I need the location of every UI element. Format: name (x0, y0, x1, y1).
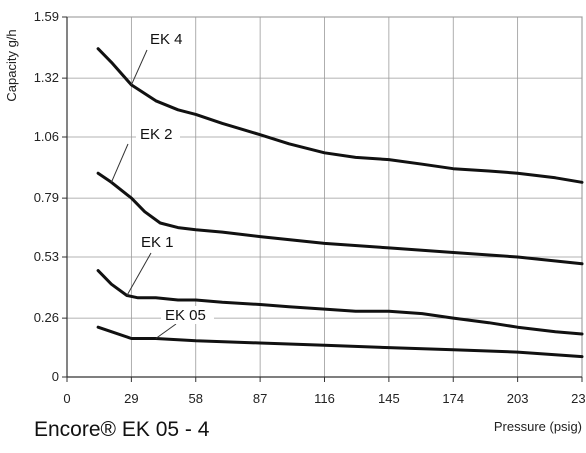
x-axis-title: Pressure (psig) (494, 419, 582, 434)
series-label-background (136, 125, 180, 143)
series-line (96, 325, 584, 359)
y-tick-label: 1.06 (34, 129, 59, 144)
series-leader-line (110, 143, 129, 183)
series-label-background (137, 233, 181, 251)
x-tick-label: 116 (314, 391, 335, 406)
y-tick-label: 0.26 (34, 310, 59, 325)
series-line (96, 269, 584, 336)
series-label: EK 2 (140, 126, 173, 143)
x-tick-label: 0 (63, 391, 70, 406)
y-tick-label: 0 (52, 369, 59, 384)
series-leader-line (130, 49, 148, 86)
x-tick-label: 174 (442, 391, 464, 406)
x-tick-label: 87 (253, 391, 267, 406)
x-tick-label: 232 (571, 391, 586, 406)
series-label: EK 1 (141, 234, 174, 251)
series-label: EK 4 (150, 31, 183, 48)
x-tick-label: 145 (378, 391, 400, 406)
chart-title: Encore® EK 05 - 4 (34, 418, 210, 441)
series-label-background (161, 306, 214, 324)
series-line (96, 47, 584, 184)
series-label: EK 05 (165, 307, 206, 324)
y-tick-label: 1.32 (34, 70, 59, 85)
y-tick-label: 1.59 (34, 9, 59, 24)
series-leader-line (126, 252, 152, 296)
y-tick-label: 0.53 (34, 249, 59, 264)
y-tick-label: 0.79 (34, 190, 59, 205)
x-tick-label: 203 (507, 391, 529, 406)
series-leader-line (155, 323, 177, 339)
y-axis-title: Capacity g/h (4, 29, 19, 101)
series-line (96, 171, 584, 266)
series-label-background (146, 30, 190, 48)
x-tick-label: 29 (124, 391, 138, 406)
x-tick-label: 58 (189, 391, 203, 406)
